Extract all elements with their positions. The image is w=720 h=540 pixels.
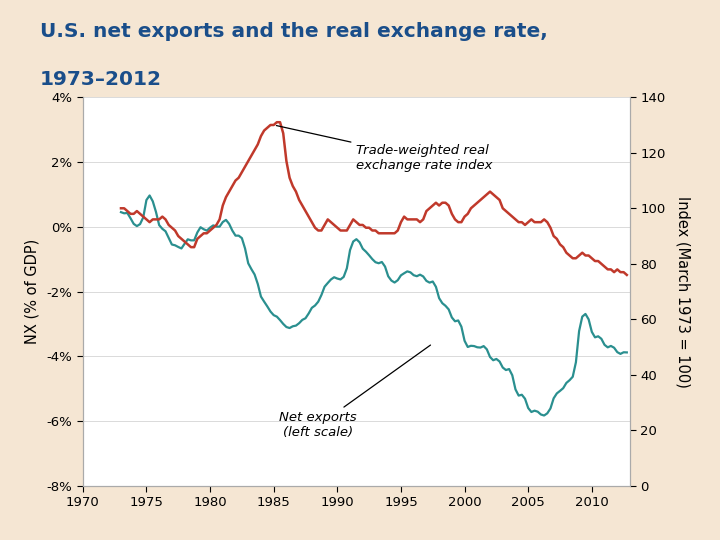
Text: 1973–2012: 1973–2012 xyxy=(40,70,161,89)
Y-axis label: NX (% of GDP): NX (% of GDP) xyxy=(24,239,40,344)
Text: Trade-weighted real
exchange rate index: Trade-weighted real exchange rate index xyxy=(276,126,493,172)
Text: Net exports
(left scale): Net exports (left scale) xyxy=(279,345,431,440)
Y-axis label: Index (March 1973 = 100): Index (March 1973 = 100) xyxy=(676,195,690,388)
Text: U.S. net exports and the real exchange rate,: U.S. net exports and the real exchange r… xyxy=(40,22,547,40)
